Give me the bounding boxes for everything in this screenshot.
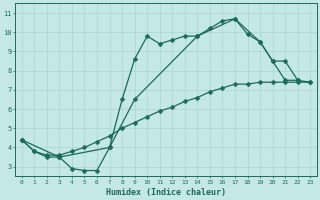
X-axis label: Humidex (Indice chaleur): Humidex (Indice chaleur) xyxy=(106,188,226,197)
